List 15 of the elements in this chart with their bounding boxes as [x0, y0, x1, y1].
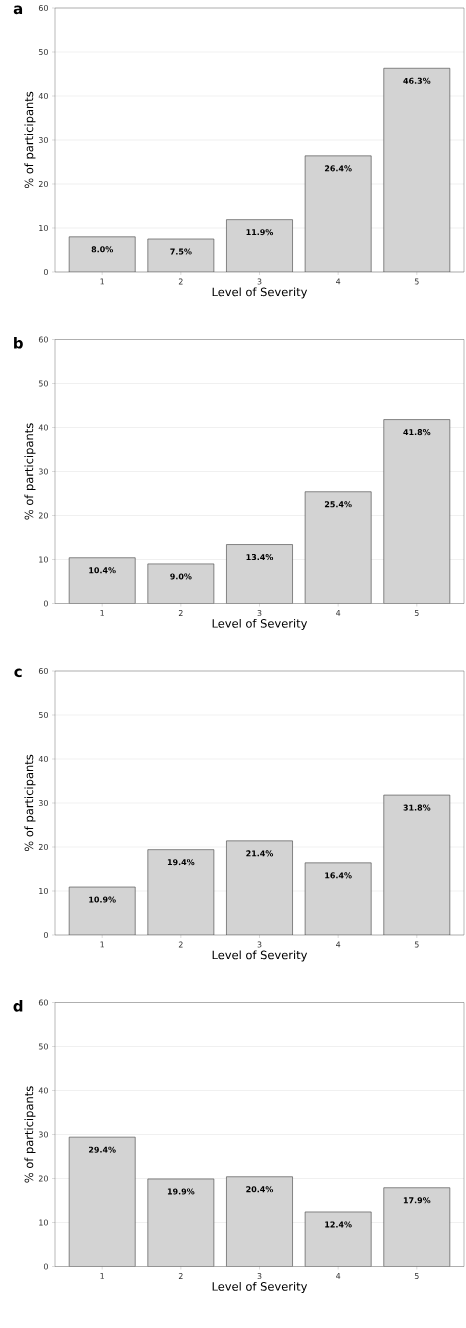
bar: [147, 563, 214, 604]
y-axis-title: % of participants: [24, 423, 36, 520]
chart-title: b: [14, 337, 23, 349]
chart-title: d: [13, 1000, 23, 1012]
x-axis-title: Level of Severity: [212, 950, 308, 962]
x-axis-title: Level of Severity: [212, 618, 308, 630]
y-axis-title: % of participants: [24, 91, 36, 189]
x-axis-title: Level of Severity: [212, 287, 308, 299]
chart-title: a: [13, 5, 23, 15]
x-axis-title: Level of Severity: [212, 1281, 308, 1293]
bar: [69, 236, 136, 272]
chart-title: c: [14, 668, 22, 678]
y-axis-title: % of participants: [24, 1086, 36, 1183]
y-axis-title: % of participants: [24, 754, 36, 852]
bar: [147, 239, 214, 272]
